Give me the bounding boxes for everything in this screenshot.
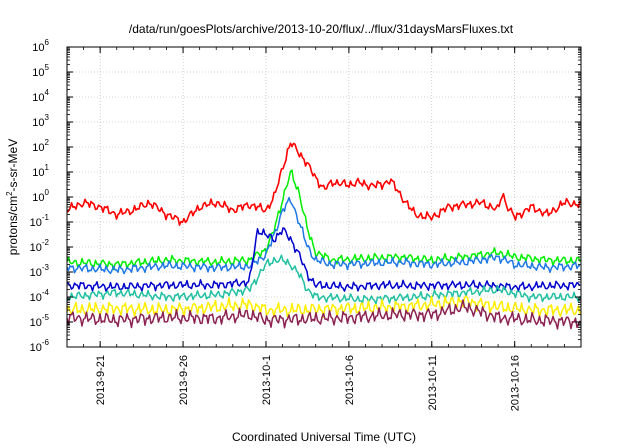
series-line bbox=[66, 227, 581, 292]
y-tick-label-exp: -3 bbox=[42, 263, 50, 272]
series-line bbox=[66, 254, 581, 305]
x-tick-label: 2013-10-11 bbox=[427, 355, 439, 410]
y-tick-label-base: 10 bbox=[30, 242, 42, 254]
series-line bbox=[66, 299, 581, 330]
y-tick-label-exp: -4 bbox=[42, 288, 50, 297]
y-tick-label-base: 10 bbox=[32, 67, 44, 79]
chart-title: /data/run/goesPlots/archive/2013-10-20/f… bbox=[129, 22, 514, 36]
axis-ticks bbox=[66, 46, 582, 348]
y-tick-label: 10-2 bbox=[30, 238, 50, 254]
x-tick-label: 2013-10-6 bbox=[344, 355, 356, 405]
y-tick-label: 102 bbox=[32, 138, 49, 154]
x-tick-label: 2013-10-1 bbox=[261, 355, 273, 405]
y-tick-label: 10-1 bbox=[30, 213, 50, 229]
x-tick-label: 2013-10-16 bbox=[510, 355, 522, 411]
x-tick-label: 2013-9-26 bbox=[178, 355, 190, 405]
y-tick-label-base: 10 bbox=[30, 217, 42, 229]
y-tick-label-base: 10 bbox=[32, 92, 44, 104]
y-tick-label: 105 bbox=[32, 63, 49, 79]
y-tick-label-base: 10 bbox=[30, 292, 42, 304]
y-tick-label-base: 10 bbox=[32, 192, 44, 204]
y-tick-label-base: 10 bbox=[32, 167, 44, 179]
y-tick-label-base: 10 bbox=[32, 117, 44, 129]
y-axis-label-rest: -s-sr-MeV bbox=[6, 139, 20, 192]
y-tick-label-base: 10 bbox=[32, 42, 44, 54]
y-tick-label: 106 bbox=[32, 38, 49, 54]
y-tick-label-base: 10 bbox=[32, 142, 44, 154]
x-axis-label: Coordinated Universal Time (UTC) bbox=[232, 430, 416, 444]
y-tick-label-exp: -2 bbox=[42, 238, 50, 247]
y-tick-label: 104 bbox=[32, 88, 49, 104]
y-tick-label-base: 10 bbox=[30, 317, 42, 329]
y-axis-label-sup: 2 bbox=[5, 191, 14, 196]
y-tick-label-exp: 3 bbox=[45, 113, 50, 122]
y-axis-label-base: protons/cm bbox=[6, 196, 20, 255]
y-tick-label: 100 bbox=[32, 188, 49, 204]
y-tick-label-exp: 2 bbox=[45, 138, 50, 147]
series-line bbox=[66, 196, 580, 275]
y-tick-label-base: 10 bbox=[30, 342, 42, 354]
y-tick-label-exp: 4 bbox=[45, 88, 50, 97]
y-tick-label: 10-6 bbox=[30, 338, 50, 354]
y-tick-label-base: 10 bbox=[30, 267, 42, 279]
y-tick-label-exp: 6 bbox=[45, 38, 50, 47]
x-tick-labels: 2013-9-21 2013-9-26 2013-10-1 2013-10-6 2013… bbox=[95, 355, 522, 411]
y-tick-label: 10-3 bbox=[30, 263, 50, 279]
y-tick-label-exp: -6 bbox=[42, 338, 50, 347]
y-tick-labels: 10-610-510-410-310-210-11001011021031041… bbox=[30, 38, 50, 354]
y-tick-label: 10-4 bbox=[30, 288, 50, 304]
x-tick-label: 2013-9-21 bbox=[95, 355, 107, 405]
series-line bbox=[66, 295, 581, 318]
y-tick-label-exp: 5 bbox=[45, 63, 50, 72]
y-tick-label: 101 bbox=[32, 163, 49, 179]
y-tick-label: 10-5 bbox=[30, 313, 50, 329]
y-tick-label: 103 bbox=[32, 113, 49, 129]
y-tick-label-exp: -5 bbox=[42, 313, 50, 322]
series-line bbox=[66, 142, 581, 226]
y-tick-label-exp: -1 bbox=[42, 213, 50, 222]
series-layer bbox=[66, 142, 581, 330]
y-axis-label: protons/cm2-s-sr-MeV bbox=[5, 139, 20, 255]
y-tick-label-exp: 0 bbox=[45, 188, 50, 197]
y-tick-label-exp: 1 bbox=[45, 163, 50, 172]
